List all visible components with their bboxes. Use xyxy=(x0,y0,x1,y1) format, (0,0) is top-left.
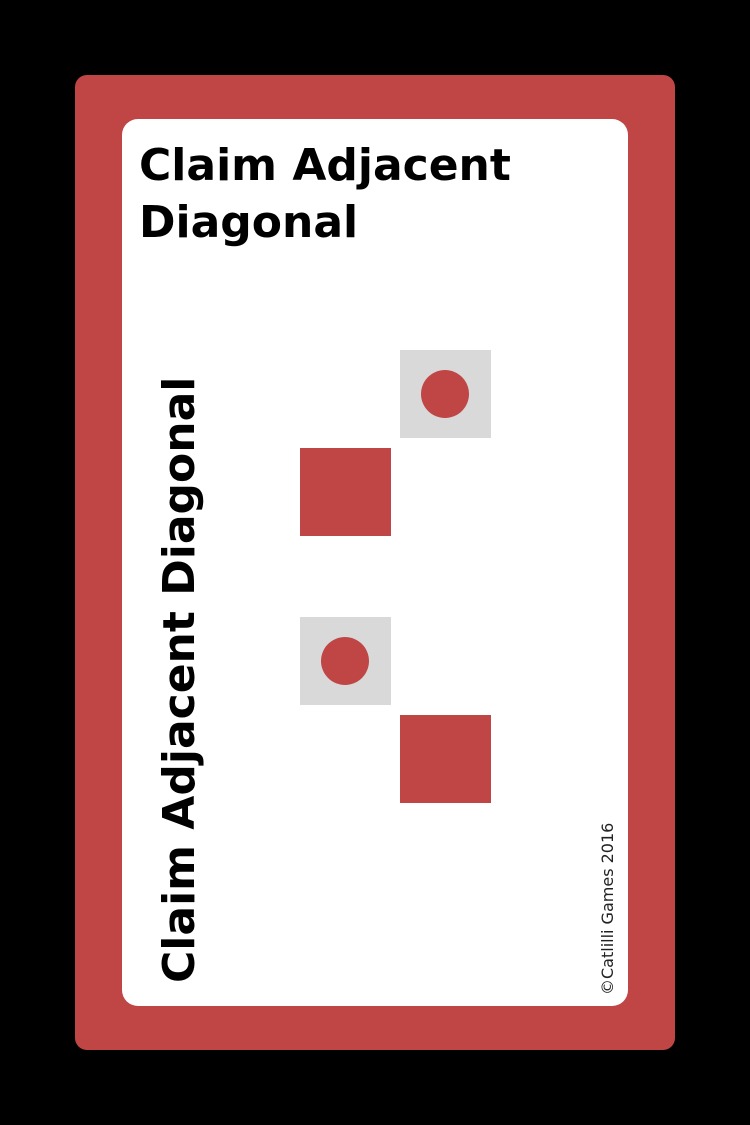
diagram-2-claimed-tile xyxy=(400,715,491,803)
card-face: Claim Adjacent Diagonal Claim Adjacent D… xyxy=(122,119,628,1006)
game-card[interactable]: Claim Adjacent Diagonal Claim Adjacent D… xyxy=(75,75,675,1050)
diagram-2-target-tile xyxy=(300,617,391,705)
diagram-1-claimed-tile xyxy=(300,448,391,536)
card-title: Claim Adjacent Diagonal xyxy=(139,140,511,248)
card-side-title: Claim Adjacent Diagonal xyxy=(154,376,205,983)
diagram-1-target-tile xyxy=(400,350,491,438)
claim-marker-icon xyxy=(421,370,469,418)
claim-marker-icon xyxy=(321,637,369,685)
copyright-notice: ©Catlilli Games 2016 xyxy=(598,822,617,995)
